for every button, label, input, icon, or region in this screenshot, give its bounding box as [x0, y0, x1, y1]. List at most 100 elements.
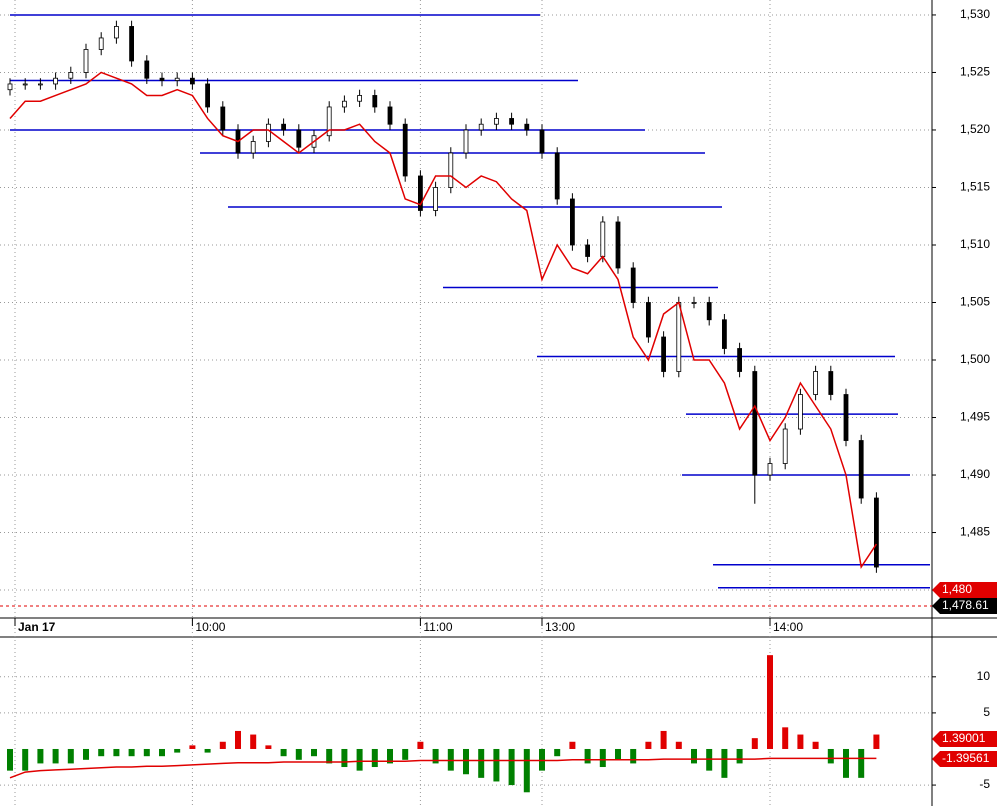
candle-body: [478, 123, 484, 131]
indicator-line: [9, 757, 877, 779]
candle-body: [798, 394, 803, 430]
bar: [280, 748, 287, 757]
bar: [113, 748, 120, 757]
candle-body: [600, 221, 606, 257]
candle-body: [220, 106, 226, 131]
candle-body: [615, 221, 621, 269]
bar: [235, 730, 241, 749]
bar: [523, 748, 530, 793]
candle-body: [448, 152, 454, 188]
bar: [83, 748, 89, 760]
bar: [858, 748, 865, 778]
bar: [812, 741, 819, 749]
candle-body: [281, 123, 287, 131]
bar: [721, 748, 728, 778]
bar: [843, 748, 849, 778]
candle-body: [114, 26, 119, 39]
bar: [630, 748, 637, 764]
bar: [67, 748, 74, 764]
bar: [128, 748, 135, 757]
candle-body: [874, 497, 879, 568]
y-tick-label: 1,500: [960, 352, 990, 366]
bar: [797, 734, 804, 749]
candle-body: [509, 118, 515, 125]
candle-body: [98, 37, 104, 50]
bar: [37, 748, 44, 764]
candle-body: [250, 141, 256, 154]
x-tick-label: Jan 17: [18, 620, 56, 634]
candle-body: [782, 428, 788, 464]
candle-body: [828, 371, 834, 395]
bar: [584, 748, 591, 764]
candle-body: [53, 77, 58, 85]
bar: [615, 748, 621, 760]
candle-body: [402, 123, 408, 177]
candle-body: [585, 244, 590, 257]
candle-body: [296, 129, 302, 148]
candle-body: [68, 72, 74, 79]
candle-body: [372, 95, 378, 108]
candle-body: [341, 100, 347, 108]
candle-body: [706, 302, 712, 321]
candle-body: [159, 77, 165, 81]
price-flag-label: 1,480: [942, 582, 972, 596]
candle-body: [737, 348, 742, 372]
candle-body: [570, 198, 575, 246]
bar: [569, 741, 576, 749]
bar: [22, 748, 29, 771]
bar: [599, 748, 606, 768]
bar: [417, 741, 424, 749]
candle-body: [265, 123, 271, 142]
candle-body: [722, 319, 727, 349]
bar: [645, 741, 652, 749]
bar: [295, 748, 302, 760]
y-tick-label: 1,515: [960, 180, 990, 194]
candle-body: [691, 302, 697, 304]
bar: [402, 748, 409, 760]
bar: [691, 748, 697, 764]
price-flag: [932, 751, 997, 768]
bar: [432, 748, 439, 764]
x-tick-label: 11:00: [423, 620, 452, 634]
candle-body: [326, 106, 332, 137]
bar: [554, 748, 561, 757]
bar: [7, 748, 13, 771]
price-flag: [932, 598, 997, 615]
bar: [873, 734, 880, 749]
candle-body: [22, 83, 28, 86]
bar: [174, 748, 181, 753]
candle-body: [38, 83, 43, 86]
bar: [326, 748, 333, 764]
candle-body: [144, 60, 150, 79]
x-tick-label: 13:00: [545, 620, 575, 634]
candle-body: [433, 187, 439, 211]
bar: [189, 745, 196, 749]
price-flag-label: 1,478.61: [942, 598, 989, 612]
candle-body: [676, 302, 682, 372]
candle-body: [129, 26, 135, 62]
candle-body: [813, 371, 818, 395]
y-tick-label: 1,505: [960, 295, 990, 309]
candle-body: [493, 118, 499, 125]
bar: [371, 748, 378, 768]
y-tick-label: 1,525: [960, 65, 990, 79]
candle-body: [205, 83, 211, 108]
bar: [736, 748, 743, 764]
candle-body: [524, 123, 530, 131]
bar: [782, 727, 789, 749]
bar: [204, 748, 211, 753]
bar: [508, 748, 515, 786]
candle-body: [7, 83, 13, 91]
y-tick-label: 1,490: [960, 467, 990, 481]
bar: [478, 748, 485, 778]
candle-body: [646, 302, 651, 338]
y-tick-label: 1,510: [960, 237, 990, 251]
bar: [660, 730, 667, 749]
bar: [675, 741, 682, 749]
candle-body: [463, 129, 469, 154]
y-tick-label: 1,530: [960, 7, 990, 21]
indicator-line: [9, 71, 878, 570]
candle-body: [83, 49, 89, 73]
bar: [52, 748, 59, 764]
